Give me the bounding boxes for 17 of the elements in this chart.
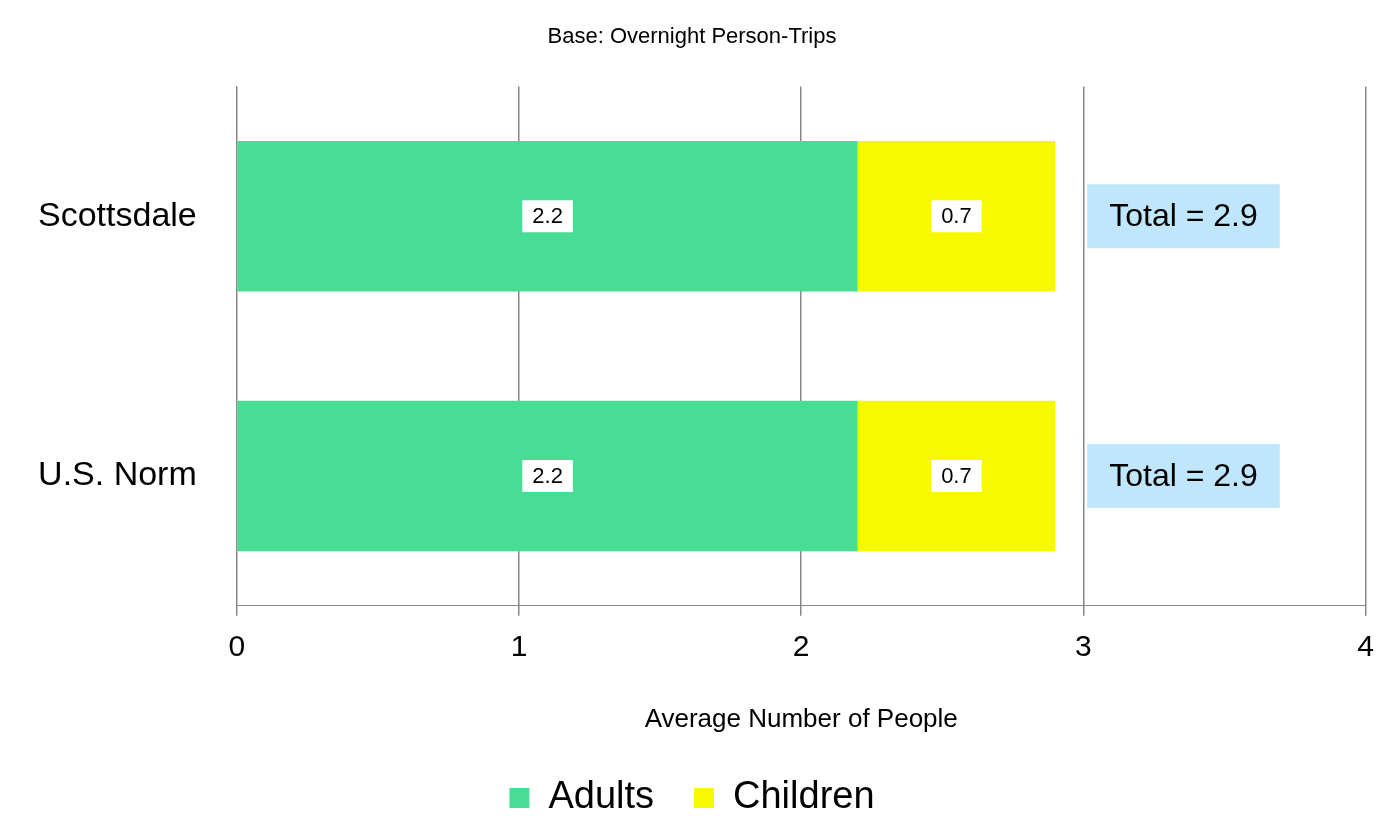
x-tick-label: 2 bbox=[792, 629, 810, 663]
data-label: 0.7 bbox=[941, 203, 972, 229]
x-tick-label: 0 bbox=[228, 629, 246, 663]
data-label: 2.2 bbox=[532, 463, 563, 489]
chart-title: Base: Overnight Person-Trips bbox=[547, 23, 837, 49]
y-tick-label: U.S. Norm bbox=[38, 454, 197, 493]
y-tick-label: Scottsdale bbox=[38, 194, 197, 233]
x-axis-title: Average Number of People bbox=[644, 702, 958, 733]
x-tick-label: 3 bbox=[1075, 629, 1092, 663]
legend-label: Children bbox=[733, 774, 875, 817]
x-tick-label: 1 bbox=[510, 629, 528, 663]
x-tick-label: 4 bbox=[1357, 629, 1374, 663]
data-label: 2.2 bbox=[532, 203, 563, 229]
total-label: Total = 2.9 bbox=[1109, 197, 1258, 234]
legend-label: Adults bbox=[548, 774, 655, 817]
data-label: 0.7 bbox=[941, 463, 972, 489]
total-label: Total = 2.9 bbox=[1109, 456, 1258, 493]
